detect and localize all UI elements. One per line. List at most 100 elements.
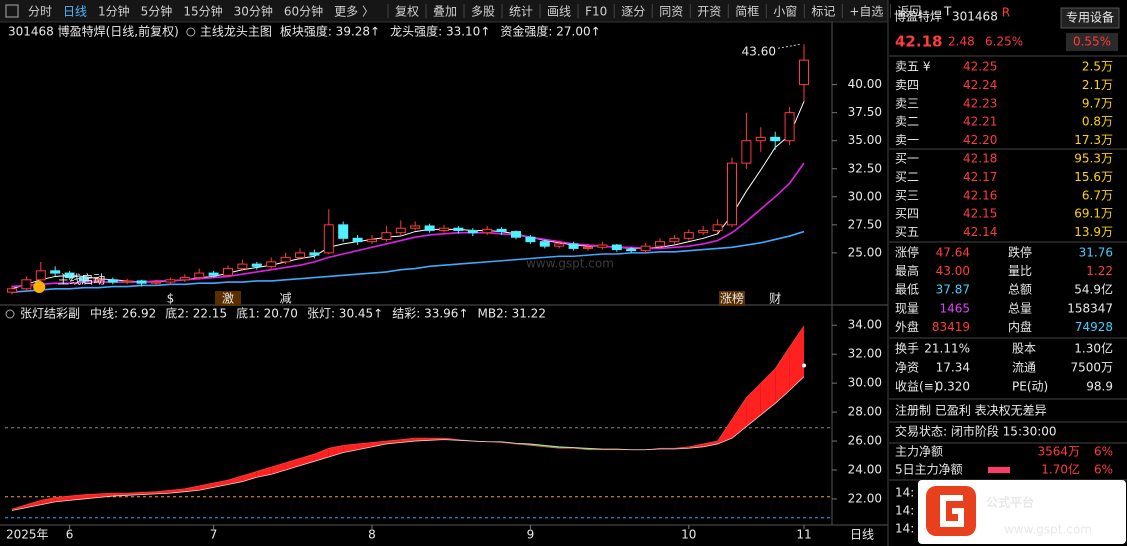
period-tab[interactable]: 60分钟 [284, 4, 323, 19]
candle-body [194, 272, 205, 279]
book-volume: 2.5万 [1082, 60, 1113, 74]
y-tick-label: 35.00 [848, 133, 882, 147]
flow-bar [988, 467, 1010, 473]
candle-body [482, 228, 493, 234]
fund-value: 0.320 [936, 380, 970, 394]
legend-item: 张灯: 30.45↑ [307, 307, 383, 321]
y-tick-label: 27.50 [848, 217, 882, 231]
x-tick-label: 11 [796, 528, 811, 542]
y-tick-label: 24.00 [848, 462, 882, 476]
candle-body [223, 268, 233, 276]
study-name: 主线龙头主图 [200, 25, 272, 39]
tool-button[interactable]: 开资 [697, 5, 721, 19]
event-marker: 财 [769, 292, 781, 306]
candle-body [712, 224, 723, 231]
industry-button[interactable] [1060, 7, 1120, 29]
indicator-value: 板块强度: 39.28↑ [280, 24, 380, 39]
book-level: 买三 [895, 188, 919, 202]
tool-button[interactable]: 复权 [395, 5, 419, 19]
candle-body [107, 279, 118, 283]
x-tick-label: 7 [210, 528, 218, 542]
event-marker: $ [167, 292, 175, 306]
y-tick-label: 26.00 [848, 434, 882, 448]
event-marker: 激 [222, 292, 234, 306]
trade-status: 交易状态: 闭市阶段 15:30:00 [895, 424, 1057, 439]
candle-body [295, 252, 305, 258]
y-tick-label: 40.00 [848, 77, 882, 91]
flow-value: 3564万 [1037, 445, 1080, 459]
study-icon[interactable] [186, 27, 196, 37]
period-label: 日线 [850, 528, 874, 542]
toolbar-bg [0, 0, 888, 22]
tool-button[interactable]: 简框 [735, 5, 759, 19]
candle-body [79, 277, 89, 282]
band-segment [357, 442, 372, 450]
fund-value: 1.30亿 [1074, 341, 1113, 356]
band-segment [228, 475, 243, 485]
logo-name: 公式平台 [986, 495, 1034, 510]
period-tab[interactable]: 5分钟 [141, 4, 173, 19]
candle-body [770, 136, 781, 142]
tool-button[interactable]: 同资 [659, 5, 683, 19]
candle-body [50, 270, 61, 274]
tool-button[interactable]: 逐分 [621, 5, 645, 19]
book-price: 42.20 [963, 133, 997, 147]
logo-glyph [940, 495, 964, 527]
legend-item: 结彩: 33.96↑ [392, 307, 468, 321]
pct-box [1066, 33, 1118, 51]
tool-button[interactable]: +自选 [849, 5, 883, 19]
candle-body [611, 244, 622, 251]
x-tick-label: 8 [368, 528, 376, 542]
period-tab[interactable]: 日线 [63, 5, 87, 19]
tool-button[interactable]: 统计 [509, 5, 533, 19]
book-price: 42.14 [963, 225, 997, 239]
book-price: 42.24 [963, 78, 997, 92]
tool-button[interactable]: F10 [585, 5, 607, 19]
ma-line [11, 230, 805, 293]
period-tab[interactable]: 1分钟 [98, 4, 130, 19]
period-tab[interactable]: 分时 [28, 5, 52, 19]
side-pct: 0.55% [1073, 35, 1111, 49]
period-tab[interactable]: 30分钟 [234, 4, 273, 19]
fund-value: 7500万 [1070, 361, 1113, 375]
tool-button[interactable]: 叠加 [433, 5, 457, 19]
tool-button[interactable]: 返回 [897, 5, 921, 19]
stat-label: 内盘 [1008, 319, 1032, 334]
book-volume: 2.1万 [1082, 78, 1113, 92]
tool-button[interactable]: 画线 [547, 5, 571, 19]
candle-body [568, 243, 579, 249]
fund-label: 股本 [1012, 342, 1036, 356]
book-volume: 15.6万 [1074, 170, 1113, 184]
chart-title: 301468 博盈特焊(日线,前复权) [8, 24, 179, 39]
period-tab[interactable]: 更多 〉 [334, 5, 374, 19]
stat-label: 最低 [895, 283, 919, 297]
stat-label: 跌停 [1008, 245, 1032, 260]
stock-tags: 注册制 已盈利 表决权无差异 [895, 403, 1047, 418]
legend-item: MB2: 31.22 [478, 307, 546, 321]
stat-value: 43.00 [936, 264, 970, 278]
stat-value: 74928 [1075, 320, 1113, 334]
menu-icon[interactable] [5, 4, 19, 18]
flow-pct: 6% [1094, 445, 1113, 459]
fund-value: 98.9 [1086, 380, 1113, 394]
candle-body [626, 249, 637, 252]
tool-button[interactable]: 标记 [811, 5, 835, 19]
stat-value: 31.76 [1079, 246, 1113, 260]
reg-mark: R [1002, 6, 1010, 20]
y-tick-label: 22.00 [848, 491, 882, 505]
industry-label: 专用设备 [1066, 10, 1114, 25]
candle-body [424, 225, 435, 231]
smiley-icon [33, 281, 46, 293]
candle-body [251, 263, 262, 267]
stat-label: 量比 [1008, 264, 1032, 278]
fund-value: 21.11% [924, 342, 970, 356]
period-tab[interactable]: 15分钟 [183, 4, 222, 19]
stat-label: 最高 [895, 263, 919, 278]
tool-button[interactable]: 多股 [471, 5, 495, 19]
study-icon[interactable] [5, 309, 15, 319]
candle-body [323, 224, 334, 254]
tool-button[interactable]: 小窗 [773, 5, 797, 19]
y-tick-label: 30.00 [848, 376, 882, 390]
fund-label: 净资 [895, 361, 919, 375]
logo-icon [926, 486, 976, 536]
